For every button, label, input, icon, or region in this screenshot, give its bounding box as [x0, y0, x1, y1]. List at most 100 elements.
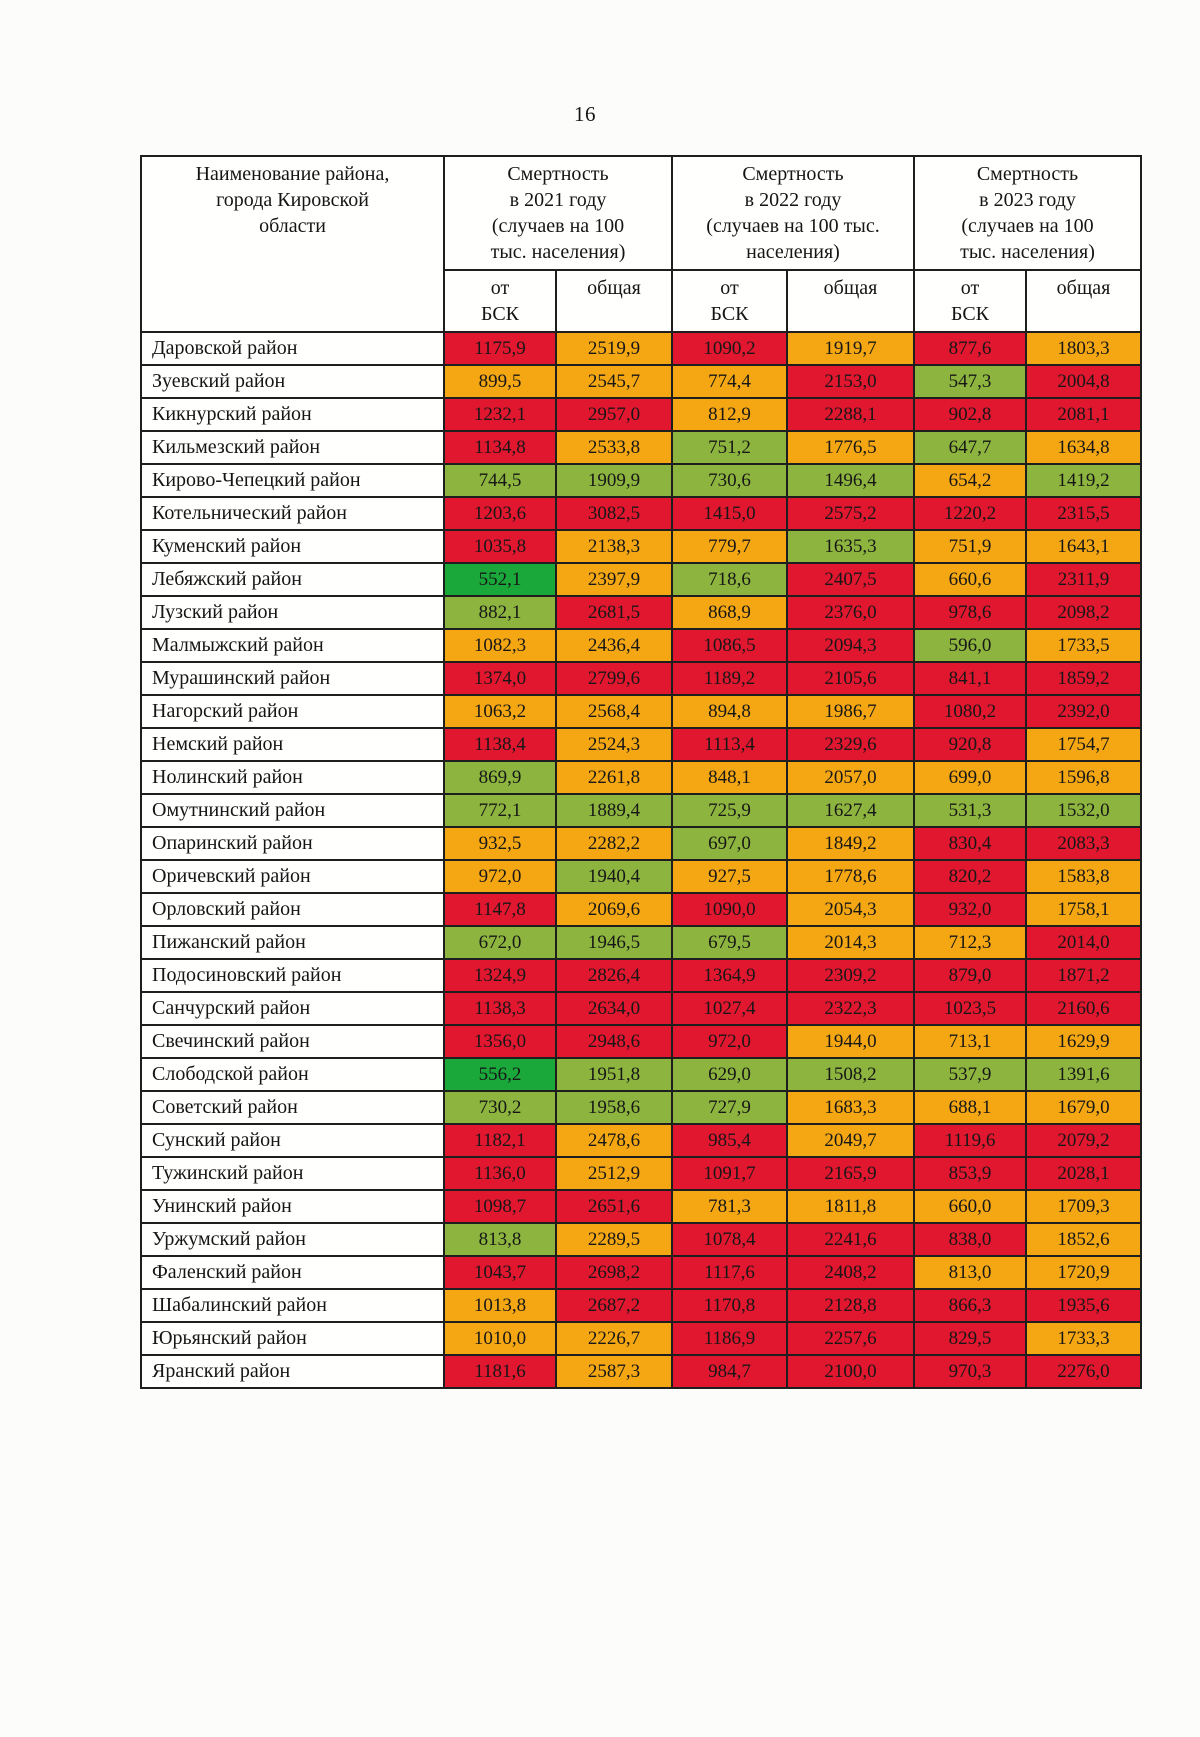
mortality-value: 699,0: [913, 760, 1027, 795]
mortality-value: 899,5: [443, 364, 557, 399]
mortality-value: 751,9: [913, 529, 1027, 564]
mortality-value: 2315,5: [1025, 496, 1142, 531]
district-name: Яранский район: [140, 1354, 445, 1389]
mortality-value: 1859,2: [1025, 661, 1142, 696]
mortality-value: 2153,0: [786, 364, 915, 399]
mortality-value: 1596,8: [1025, 760, 1142, 795]
mortality-value: 2397,9: [555, 562, 673, 597]
mortality-value: 2651,6: [555, 1189, 673, 1224]
mortality-value: 2014,3: [786, 925, 915, 960]
mortality-value: 1889,4: [555, 793, 673, 828]
table-row: Омутнинский район 772,1 1889,4 725,9 1627,4 5…: [140, 793, 1142, 828]
district-name: Уржумский район: [140, 1222, 445, 1257]
table-row: Уржумский район 813,8 2289,5 1078,4 2241,6 83…: [140, 1222, 1142, 1257]
subheader-total-2023: общая: [1025, 269, 1142, 333]
mortality-value: 841,1: [913, 661, 1027, 696]
mortality-value: 2138,3: [555, 529, 673, 564]
district-name: Шабалинский район: [140, 1288, 445, 1323]
mortality-value: 2083,3: [1025, 826, 1142, 861]
mortality-value: 1091,7: [671, 1156, 788, 1191]
mortality-value: 1508,2: [786, 1057, 915, 1092]
mortality-value: 1629,9: [1025, 1024, 1142, 1059]
mortality-value: 730,2: [443, 1090, 557, 1125]
mortality-value: 2128,8: [786, 1288, 915, 1323]
mortality-value: 2524,3: [555, 727, 673, 762]
district-name: Омутнинский район: [140, 793, 445, 828]
mortality-value: 1679,0: [1025, 1090, 1142, 1125]
mortality-value: 647,7: [913, 430, 1027, 465]
table-row: Кикнурский район 1232,1 2957,0 812,9 2288,1 9…: [140, 397, 1142, 432]
mortality-value: 1063,2: [443, 694, 557, 729]
mortality-value: 654,2: [913, 463, 1027, 498]
mortality-value: 1147,8: [443, 892, 557, 927]
mortality-value: 2276,0: [1025, 1354, 1142, 1389]
mortality-value: 2004,8: [1025, 364, 1142, 399]
mortality-value: 2687,2: [555, 1288, 673, 1323]
mortality-value: 712,3: [913, 925, 1027, 960]
mortality-value: 1986,7: [786, 694, 915, 729]
mortality-value: 1940,4: [555, 859, 673, 894]
mortality-value: 2160,6: [1025, 991, 1142, 1026]
mortality-value: 2519,9: [555, 331, 673, 366]
mortality-value: 1086,5: [671, 628, 788, 663]
mortality-value: 2289,5: [555, 1222, 673, 1257]
mortality-value: 660,6: [913, 562, 1027, 597]
table-row: Яранский район 1181,6 2587,3 984,7 2100,0 970…: [140, 1354, 1142, 1389]
district-name: Кикнурский район: [140, 397, 445, 432]
mortality-value: 2079,2: [1025, 1123, 1142, 1158]
mortality-value: 932,0: [913, 892, 1027, 927]
mortality-value: 1776,5: [786, 430, 915, 465]
mortality-value: 1946,5: [555, 925, 673, 960]
district-name: Советский район: [140, 1090, 445, 1125]
mortality-value: 1080,2: [913, 694, 1027, 729]
district-name: Санчурский район: [140, 991, 445, 1026]
table-row: Сунский район 1182,1 2478,6 985,4 2049,7 1119…: [140, 1123, 1142, 1158]
mortality-value: 2568,4: [555, 694, 673, 729]
table-row: Кирово-Чепецкий район 744,5 1909,9 730,6 149…: [140, 463, 1142, 498]
mortality-value: 596,0: [913, 628, 1027, 663]
mortality-value: 830,4: [913, 826, 1027, 861]
mortality-value: 2098,2: [1025, 595, 1142, 630]
mortality-value: 1919,7: [786, 331, 915, 366]
mortality-value: 679,5: [671, 925, 788, 960]
mortality-value: 1709,3: [1025, 1189, 1142, 1224]
mortality-value: 877,6: [913, 331, 1027, 366]
mortality-value: 2311,9: [1025, 562, 1142, 597]
table-row: Советский район 730,2 1958,6 727,9 1683,3 688…: [140, 1090, 1142, 1125]
mortality-value: 2545,7: [555, 364, 673, 399]
mortality-value: 1871,2: [1025, 958, 1142, 993]
mortality-value: 1113,4: [671, 727, 788, 762]
mortality-value: 660,0: [913, 1189, 1027, 1224]
mortality-value: 1627,4: [786, 793, 915, 828]
district-name: Сунский район: [140, 1123, 445, 1158]
mortality-value: 869,9: [443, 760, 557, 795]
subheader-total-2021: общая: [555, 269, 673, 333]
mortality-value: 727,9: [671, 1090, 788, 1125]
mortality-value: 927,5: [671, 859, 788, 894]
mortality-value: 882,1: [443, 595, 557, 630]
mortality-value: 713,1: [913, 1024, 1027, 1059]
mortality-value: 978,6: [913, 595, 1027, 630]
district-name: Орловский район: [140, 892, 445, 927]
mortality-value: 1754,7: [1025, 727, 1142, 762]
district-name: Даровской район: [140, 331, 445, 366]
mortality-value: 2241,6: [786, 1222, 915, 1257]
mortality-value: 879,0: [913, 958, 1027, 993]
district-name: Слободской район: [140, 1057, 445, 1092]
district-name: Мурашинский район: [140, 661, 445, 696]
mortality-value: 718,6: [671, 562, 788, 597]
table-row: Фаленский район 1043,7 2698,2 1117,6 2408,2 8…: [140, 1255, 1142, 1290]
mortality-value: 1909,9: [555, 463, 673, 498]
table-row: Малмыжский район 1082,3 2436,4 1086,5 2094,3…: [140, 628, 1142, 663]
mortality-value: 970,3: [913, 1354, 1027, 1389]
mortality-value: 2407,5: [786, 562, 915, 597]
table-row: Слободской район 556,2 1951,8 629,0 1508,2 53…: [140, 1057, 1142, 1092]
district-name: Тужинский район: [140, 1156, 445, 1191]
mortality-value: 1082,3: [443, 628, 557, 663]
mortality-value: 774,4: [671, 364, 788, 399]
district-name: Лузский район: [140, 595, 445, 630]
mortality-value: 820,2: [913, 859, 1027, 894]
district-name: Нагорский район: [140, 694, 445, 729]
mortality-value: 1138,4: [443, 727, 557, 762]
mortality-value: 2257,6: [786, 1321, 915, 1356]
